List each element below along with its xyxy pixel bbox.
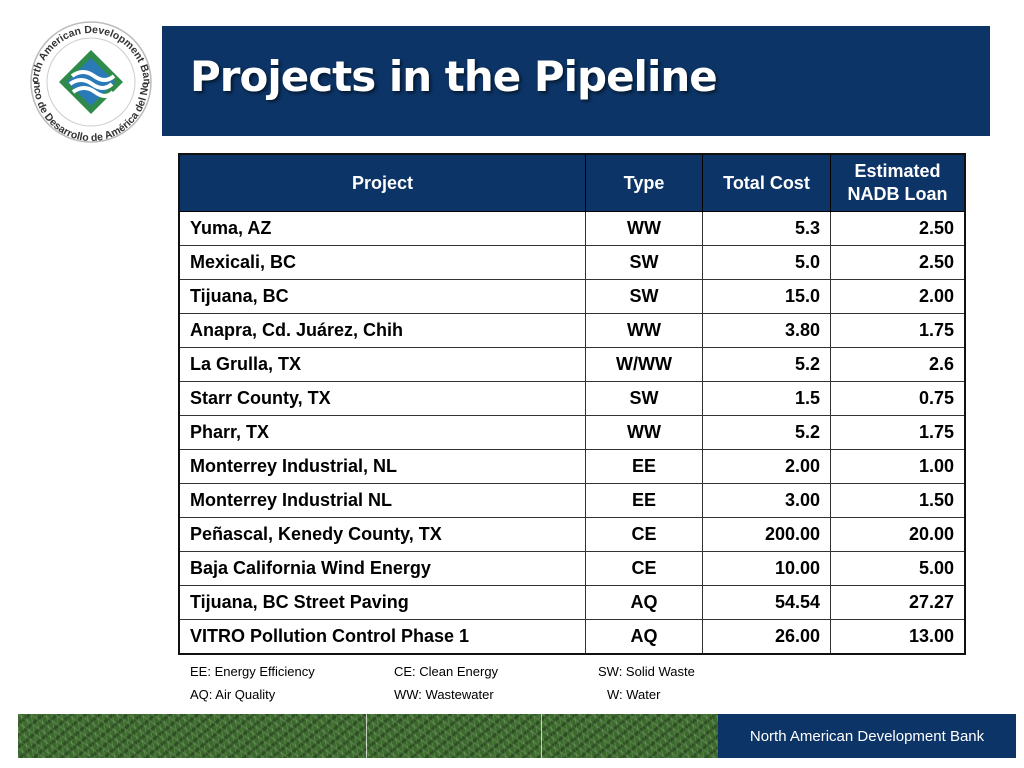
cell-total-cost: 1.5 bbox=[702, 381, 831, 416]
table-row: Tijuana, BC SW 15.0 2.00 bbox=[178, 279, 966, 314]
footer-bank-name: North American Development Bank bbox=[718, 714, 1016, 758]
cell-total-cost: 5.3 bbox=[702, 211, 831, 246]
cell-project: Monterrey Industrial NL bbox=[178, 483, 586, 518]
cell-type: WW bbox=[585, 415, 703, 450]
cell-estimated-loan: 1.75 bbox=[830, 313, 966, 348]
cell-type: SW bbox=[585, 381, 703, 416]
cell-total-cost: 54.54 bbox=[702, 585, 831, 620]
legend-ww: WW: Wastewater bbox=[394, 687, 494, 702]
cell-estimated-loan: 1.50 bbox=[830, 483, 966, 518]
footer-divider bbox=[366, 714, 367, 758]
header-project: Project bbox=[178, 153, 586, 212]
legend-ee: EE: Energy Efficiency bbox=[190, 664, 315, 679]
page-title: Projects in the Pipeline bbox=[190, 52, 718, 101]
table-row: Starr County, TX SW 1.5 0.75 bbox=[178, 381, 966, 416]
logo-diamond-icon bbox=[59, 50, 123, 114]
cell-type: SW bbox=[585, 279, 703, 314]
cell-total-cost: 200.00 bbox=[702, 517, 831, 552]
cell-total-cost: 5.2 bbox=[702, 347, 831, 382]
legend-ce: CE: Clean Energy bbox=[394, 664, 499, 679]
cell-type: EE bbox=[585, 449, 703, 484]
cell-estimated-loan: 1.00 bbox=[830, 449, 966, 484]
cell-total-cost: 10.00 bbox=[702, 551, 831, 586]
cell-project: Starr County, TX bbox=[178, 381, 586, 416]
cell-type: AQ bbox=[585, 585, 703, 620]
cell-total-cost: 5.0 bbox=[702, 245, 831, 280]
legend-w: W: Water bbox=[607, 687, 661, 702]
cell-estimated-loan: 27.27 bbox=[830, 585, 966, 620]
cell-project: Baja California Wind Energy bbox=[178, 551, 586, 586]
table-header-row: Project Type Total Cost Estimated NADB L… bbox=[178, 153, 966, 212]
cell-estimated-loan: 2.6 bbox=[830, 347, 966, 382]
header-loan-line2: NADB Loan bbox=[847, 184, 948, 204]
table-row: Anapra, Cd. Juárez, Chih WW 3.80 1.75 bbox=[178, 313, 966, 348]
bank-logo: North American Development Bank Banco de… bbox=[16, 5, 162, 144]
cell-estimated-loan: 20.00 bbox=[830, 517, 966, 552]
cell-total-cost: 3.80 bbox=[702, 313, 831, 348]
cell-total-cost: 15.0 bbox=[702, 279, 831, 314]
cell-type: W/WW bbox=[585, 347, 703, 382]
cell-project: Tijuana, BC bbox=[178, 279, 586, 314]
cell-project: Tijuana, BC Street Paving bbox=[178, 585, 586, 620]
table-row: Peñascal, Kenedy County, TX CE 200.00 20.00 bbox=[178, 517, 966, 552]
legend-sw: SW: Solid Waste bbox=[598, 664, 695, 679]
cell-estimated-loan: 0.75 bbox=[830, 381, 966, 416]
table-row: Tijuana, BC Street Paving AQ 54.54 27.27 bbox=[178, 585, 966, 620]
cell-type: AQ bbox=[585, 619, 703, 655]
cell-total-cost: 26.00 bbox=[702, 619, 831, 655]
cell-type: SW bbox=[585, 245, 703, 280]
cell-type: WW bbox=[585, 313, 703, 348]
legend-aq: AQ: Air Quality bbox=[190, 687, 276, 702]
table-row: Mexicali, BC SW 5.0 2.50 bbox=[178, 245, 966, 280]
table-row: La Grulla, TX W/WW 5.2 2.6 bbox=[178, 347, 966, 382]
cell-estimated-loan: 1.75 bbox=[830, 415, 966, 450]
footer-divider bbox=[541, 714, 542, 758]
header-type: Type bbox=[585, 153, 703, 212]
table-row: VITRO Pollution Control Phase 1 AQ 26.00 13… bbox=[178, 619, 966, 655]
projects-table: Project Type Total Cost Estimated NADB L… bbox=[178, 153, 966, 655]
cell-project: Monterrey Industrial, NL bbox=[178, 449, 586, 484]
table-row: Yuma, AZ WW 5.3 2.50 bbox=[178, 211, 966, 246]
cell-estimated-loan: 13.00 bbox=[830, 619, 966, 655]
cell-total-cost: 2.00 bbox=[702, 449, 831, 484]
cell-estimated-loan: 2.50 bbox=[830, 245, 966, 280]
cell-total-cost: 5.2 bbox=[702, 415, 831, 450]
cell-project: VITRO Pollution Control Phase 1 bbox=[178, 619, 586, 655]
header-loan-line1: Estimated bbox=[854, 161, 941, 181]
footer-bar: North American Development Bank bbox=[18, 714, 1016, 758]
cell-type: CE bbox=[585, 551, 703, 586]
cell-project: Pharr, TX bbox=[178, 415, 586, 450]
header-estimated-loan: Estimated NADB Loan bbox=[830, 153, 966, 212]
table-row: Pharr, TX WW 5.2 1.75 bbox=[178, 415, 966, 450]
cell-project: Mexicali, BC bbox=[178, 245, 586, 280]
cell-type: CE bbox=[585, 517, 703, 552]
cell-estimated-loan: 2.50 bbox=[830, 211, 966, 246]
cell-project: Yuma, AZ bbox=[178, 211, 586, 246]
cell-estimated-loan: 5.00 bbox=[830, 551, 966, 586]
cell-type: EE bbox=[585, 483, 703, 518]
cell-project: Anapra, Cd. Juárez, Chih bbox=[178, 313, 586, 348]
cell-project: Peñascal, Kenedy County, TX bbox=[178, 517, 586, 552]
table-row: Baja California Wind Energy CE 10.00 5.00 bbox=[178, 551, 966, 586]
table-row: Monterrey Industrial, NL EE 2.00 1.00 bbox=[178, 449, 966, 484]
title-bar: Projects in the Pipeline bbox=[162, 26, 990, 136]
cell-project: La Grulla, TX bbox=[178, 347, 586, 382]
table-row: Monterrey Industrial NL EE 3.00 1.50 bbox=[178, 483, 966, 518]
cell-estimated-loan: 2.00 bbox=[830, 279, 966, 314]
cell-total-cost: 3.00 bbox=[702, 483, 831, 518]
cell-type: WW bbox=[585, 211, 703, 246]
header-total-cost: Total Cost bbox=[702, 153, 831, 212]
